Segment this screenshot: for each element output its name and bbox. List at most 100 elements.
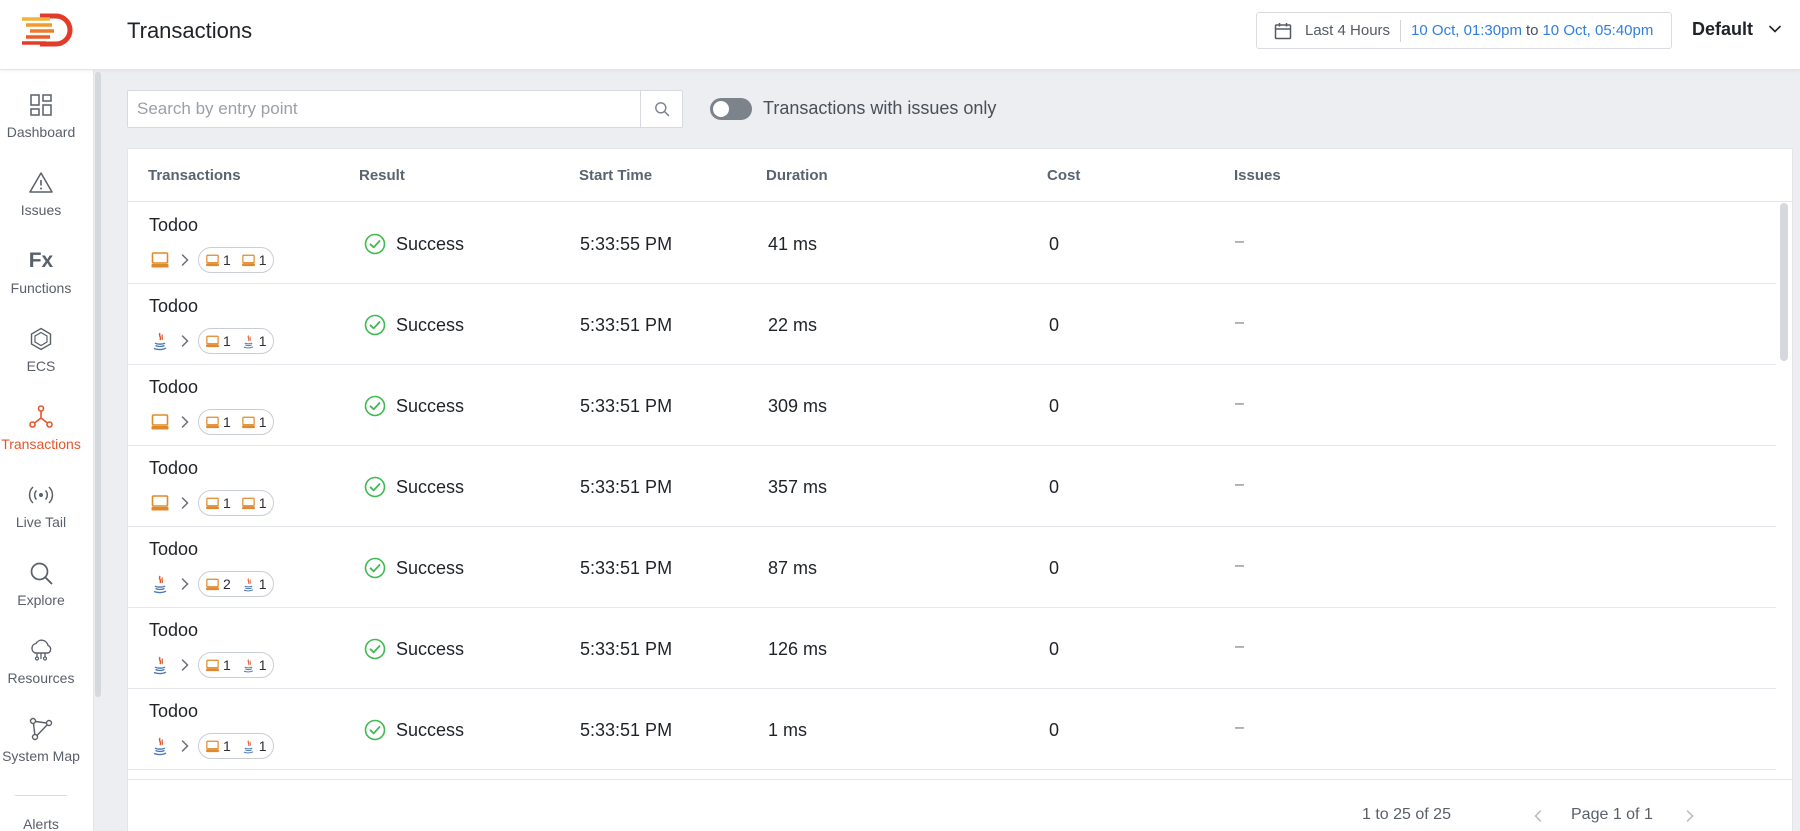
service-count: 1 (258, 576, 267, 592)
result-label: Success (396, 557, 465, 578)
sidebar-item-system-map[interactable]: System Map (0, 716, 82, 764)
result-status: Success (364, 395, 464, 417)
transaction-name[interactable]: Todoo (149, 620, 199, 640)
service-count: 1 (258, 333, 267, 349)
environment-selector[interactable]: Default (1692, 19, 1754, 39)
start-time: 5:33:55 PM (580, 234, 673, 254)
transaction-name[interactable]: Todoo (149, 296, 199, 316)
sidebar-item-dashboard[interactable]: Dashboard (0, 92, 82, 140)
start-time: 5:33:51 PM (580, 396, 673, 416)
time-range-picker[interactable]: Last 4 Hours 10 Oct, 01:30pm to 10 Oct, … (1256, 12, 1672, 49)
sidebar-item-alerts[interactable]: Alerts (0, 816, 82, 831)
table-row[interactable]: Todoo 1 1 Success 5:33:51 PM 357 ms 0– (128, 446, 1776, 527)
search-input[interactable] (128, 91, 640, 127)
table-row[interactable]: Todoo 1 1 Success 5:33:55 PM 41 ms 0– (128, 203, 1776, 284)
time-preset[interactable]: Last 4 Hours (1305, 22, 1391, 39)
issues-value: – (1235, 719, 1244, 736)
chevron-down-icon[interactable] (1768, 22, 1782, 36)
service-count: 1 (223, 495, 231, 511)
chevron-right-icon (178, 577, 192, 591)
transaction-name[interactable]: Todoo (149, 539, 199, 559)
server-icon (241, 496, 256, 511)
sidebar-item-explore[interactable]: Explore (0, 560, 82, 608)
time-to[interactable]: 10 Oct, 05:40pm (1542, 22, 1654, 39)
sidebar-item-label: Dashboard (6, 124, 76, 140)
table-row[interactable]: Todoo 1 1 Success 5:33:51 PM 126 ms 0– (128, 608, 1776, 689)
transaction-name[interactable]: Todoo (149, 215, 199, 235)
server-icon (241, 253, 256, 268)
warning-icon (29, 172, 53, 193)
column-header-cost[interactable]: Cost (1047, 167, 1081, 184)
column-header-start-time[interactable]: Start Time (579, 167, 653, 184)
sidebar-item-transactions[interactable]: Transactions (0, 404, 82, 452)
cloud-icon (31, 639, 52, 661)
dashboard-icon (30, 94, 52, 116)
service-count: 1 (223, 414, 231, 430)
system-map-icon (29, 717, 53, 741)
table-row[interactable]: Todoo 2 1 Success 5:33:51 PM 87 ms 0– (128, 527, 1776, 608)
issues-value: – (1235, 638, 1244, 655)
server-icon (150, 250, 170, 270)
java-icon (241, 658, 256, 673)
chevron-right-icon[interactable] (1684, 809, 1696, 823)
result-label: Success (396, 638, 465, 659)
issues-only-label: Transactions with issues only (763, 98, 997, 118)
issues-only-toggle[interactable] (710, 98, 752, 120)
duration: 22 ms (768, 315, 818, 335)
duration: 41 ms (768, 234, 818, 254)
sidebar-divider (15, 795, 67, 796)
result-label: Success (396, 476, 465, 497)
column-header-duration[interactable]: Duration (766, 167, 828, 184)
java-icon (150, 574, 170, 594)
column-header-transactions[interactable]: Transactions (148, 167, 241, 184)
check-circle-icon (364, 638, 386, 660)
fx-icon: Fx (28, 249, 54, 272)
sidebar-scrollbar[interactable] (95, 72, 101, 697)
column-header-result[interactable]: Result (359, 167, 405, 184)
time-from[interactable]: 10 Oct, 01:30pm (1411, 22, 1522, 39)
transaction-name[interactable]: Todoo (149, 458, 199, 478)
cost: 0 (1049, 234, 1060, 254)
table-footer-divider (128, 779, 1792, 780)
sidebar-item-label: Alerts (23, 816, 59, 831)
app-logo[interactable] (20, 12, 76, 48)
java-icon (241, 334, 256, 349)
sidebar-item-issues[interactable]: Issues (0, 170, 82, 218)
sidebar-item-functions[interactable]: Fx Functions (0, 248, 82, 296)
search-button[interactable] (640, 91, 682, 127)
result-status: Success (364, 638, 464, 660)
java-icon (241, 739, 256, 754)
sidebar (0, 70, 94, 831)
sidebar-item-resources[interactable]: Resources (0, 638, 82, 686)
cost: 0 (1049, 315, 1060, 335)
server-icon (150, 412, 170, 432)
transaction-name[interactable]: Todoo (149, 377, 199, 397)
sidebar-item-live-tail[interactable]: Live Tail (0, 482, 82, 530)
chevron-left-icon[interactable] (1532, 809, 1544, 823)
table-row[interactable]: Todoo 1 1 Success 5:33:51 PM 309 ms 0– (128, 365, 1776, 446)
result-label: Success (396, 314, 465, 335)
table-scrollbar[interactable] (1780, 203, 1788, 361)
sidebar-item-ecs[interactable]: ECS (0, 326, 82, 374)
table-row[interactable]: Todoo 1 1 Success 5:33:51 PM 22 ms 0– (128, 284, 1776, 365)
column-header-issues[interactable]: Issues (1234, 167, 1281, 184)
transaction-name[interactable]: Todoo (149, 701, 199, 721)
sidebar-item-label: Resources (7, 670, 75, 686)
table-row[interactable]: Todoo 1 1 Success 5:33:51 PM 1 ms 0– (128, 689, 1776, 770)
duration: 357 ms (768, 477, 828, 497)
check-circle-icon (364, 395, 386, 417)
cost: 0 (1049, 639, 1060, 659)
server-icon (205, 415, 220, 430)
service-count: 1 (258, 738, 267, 754)
